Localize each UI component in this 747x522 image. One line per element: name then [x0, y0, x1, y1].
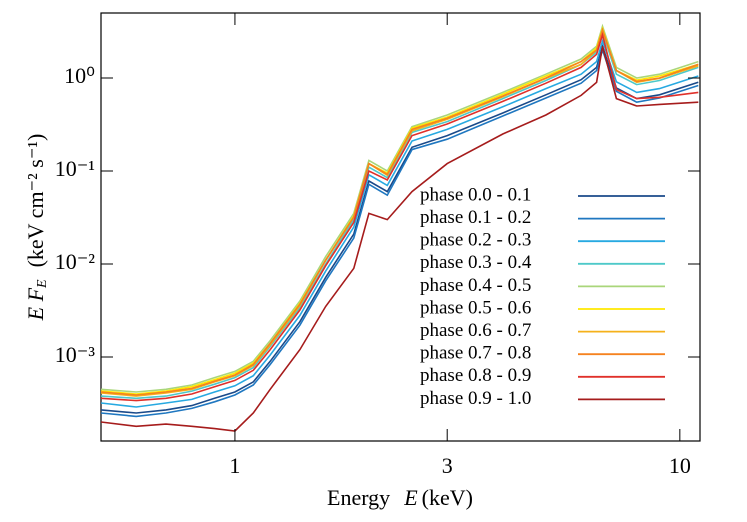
x-axis-label: Energy E (keV)	[327, 485, 473, 510]
legend-label: phase 0.0 - 0.1	[420, 184, 531, 205]
y-tick-label: 10⁻³	[55, 342, 96, 367]
series-line	[101, 32, 699, 402]
legend-label: phase 0.8 - 0.9	[420, 365, 531, 386]
x-tick-label: 1	[229, 453, 240, 478]
plot-lines	[101, 23, 699, 432]
legend-label: phase 0.7 - 0.8	[420, 343, 531, 364]
x-label-text: Energy	[327, 485, 390, 510]
x-label-symbol: E	[403, 485, 418, 510]
series-line	[101, 47, 699, 418]
legend-label: phase 0.2 - 0.3	[420, 230, 531, 251]
y-label-unit: (keV cm⁻² s⁻¹)	[23, 134, 48, 268]
legend-label: phase 0.5 - 0.6	[420, 297, 531, 318]
x-label-unit: (keV)	[422, 485, 473, 510]
series-line	[101, 45, 699, 432]
legend-label: phase 0.6 - 0.7	[420, 320, 531, 341]
series-line	[101, 27, 699, 396]
plot-frame	[100, 12, 701, 442]
legend-label: phase 0.4 - 0.5	[420, 275, 531, 296]
y-label-subscript: E	[35, 279, 50, 289]
legend-label: phase 0.3 - 0.4	[420, 252, 532, 273]
x-tick-label: 3	[442, 453, 453, 478]
y-tick-label: 10⁰	[64, 63, 95, 88]
y-label-symbol: E F	[23, 287, 48, 321]
y-tick-label: 10⁻¹	[55, 156, 95, 181]
legend-label: phase 0.9 - 1.0	[420, 388, 531, 409]
series-line	[101, 23, 699, 393]
series-line	[101, 38, 699, 408]
series-line	[101, 29, 699, 400]
y-axis-label: E FE (keV cm⁻² s⁻¹)	[23, 134, 50, 322]
legend-label: phase 0.1 - 0.2	[420, 207, 531, 228]
series-line	[101, 25, 699, 395]
x-tick-label: 10	[669, 453, 691, 478]
series-line	[101, 28, 699, 397]
y-tick-label: 10⁻²	[55, 249, 96, 274]
series-line	[101, 43, 699, 414]
